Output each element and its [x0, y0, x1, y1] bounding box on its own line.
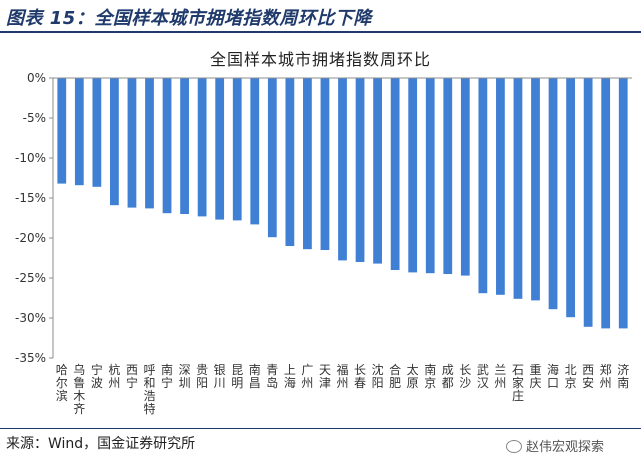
x-tick-label: 天津: [319, 363, 331, 390]
chart-title: 全国样本城市拥堵指数周环比: [209, 50, 431, 69]
bar: [162, 78, 172, 214]
x-tick-label: 深圳: [179, 363, 191, 390]
bar: [531, 78, 540, 301]
x-tick-label: 上海: [284, 363, 296, 390]
bar: [443, 78, 453, 274]
figure-header: 图表 15：全国样本城市拥堵指数周环比下降: [0, 0, 641, 33]
x-tick-label: 宁波: [91, 362, 103, 390]
bar: [478, 78, 488, 294]
bar: [566, 78, 575, 318]
bar: [250, 78, 260, 225]
bar-chart: 0% -5% -10% -15% -20% -25% -30% -35% 哈尔滨乌鲁木齐宁波杭州…: [15, 71, 632, 416]
bar: [460, 78, 470, 276]
bar: [127, 78, 137, 208]
bar: [425, 78, 435, 274]
bar: [390, 78, 400, 270]
x-tick-label: 南京: [424, 362, 436, 390]
bar: [408, 78, 418, 273]
bar: [57, 78, 67, 184]
x-tick-label: 西宁: [126, 363, 138, 390]
x-tick-label: 沈阳: [372, 362, 384, 390]
x-tick-label: 青岛: [266, 363, 278, 390]
x-tick-label: 重庆: [529, 363, 541, 390]
x-tick-label: 合肥: [389, 362, 401, 390]
x-tick-label: 呼和浩特: [143, 363, 155, 416]
watermark: 赵伟宏观探索: [506, 436, 604, 455]
x-tick-label: 海口: [547, 362, 559, 390]
y-tick-label: -10%: [15, 151, 46, 165]
bar: [267, 78, 277, 238]
footer-divider: [0, 428, 641, 429]
x-tick-label: 武汉: [477, 363, 489, 390]
bar: [74, 78, 84, 186]
bar: [92, 78, 102, 187]
bar: [601, 78, 611, 329]
x-tick-label: 西安: [582, 363, 594, 390]
x-tick-label: 南宁: [161, 362, 173, 390]
bar: [513, 78, 523, 299]
bar: [303, 78, 312, 250]
watermark-text: 赵伟宏观探索: [526, 440, 605, 455]
x-tick-label: 贵阳: [196, 363, 208, 390]
bar: [145, 78, 154, 209]
x-tick-label: 昆明: [231, 363, 243, 390]
x-tick-label: 哈尔滨: [56, 363, 68, 403]
y-tick-label: -25%: [15, 271, 46, 285]
x-tick-label: 广州: [301, 363, 313, 390]
x-tick-label: 成都: [442, 363, 454, 390]
y-tick-label: 0%: [27, 71, 46, 85]
bar: [338, 78, 347, 261]
bar: [180, 78, 189, 214]
wechat-icon: [506, 440, 522, 453]
y-tick-label: -35%: [15, 351, 46, 365]
y-tick-label: -20%: [15, 231, 46, 245]
x-tick-label: 郑州: [600, 362, 612, 390]
x-tick-label: 福州: [336, 362, 348, 390]
bar: [197, 78, 207, 217]
bar: [355, 78, 365, 262]
source-note: 来源：Wind，国金证券研究所: [6, 436, 196, 452]
x-tick-label: 长沙: [459, 363, 471, 390]
bar: [373, 78, 382, 264]
bar: [110, 78, 119, 206]
y-tick-label: -30%: [15, 311, 46, 325]
x-tick-label: 银川: [214, 363, 226, 390]
bar: [285, 78, 295, 246]
bar: [548, 78, 558, 310]
bar: [583, 78, 593, 327]
x-tick-label: 石家庄: [512, 363, 524, 403]
x-tick-label: 太原: [407, 362, 419, 390]
x-tick-label: 南昌: [249, 362, 261, 390]
bar: [618, 78, 628, 329]
y-tick-label: -15%: [15, 191, 46, 205]
bar: [496, 78, 505, 295]
x-tick-label: 乌鲁木齐: [73, 362, 85, 416]
bar: [320, 78, 330, 250]
bar: [232, 78, 242, 221]
x-tick-label: 北京: [565, 363, 577, 390]
x-tick-label: 长春: [354, 363, 366, 390]
y-tick-label: -5%: [23, 111, 46, 125]
bar: [215, 78, 225, 220]
x-tick-label: 杭州: [108, 362, 120, 390]
header-divider: [0, 31, 641, 33]
figure-title: 图表 15：全国样本城市拥堵指数周环比下降: [6, 8, 372, 29]
x-tick-label: 兰州: [494, 363, 506, 390]
x-tick-label: 济南: [617, 362, 629, 390]
